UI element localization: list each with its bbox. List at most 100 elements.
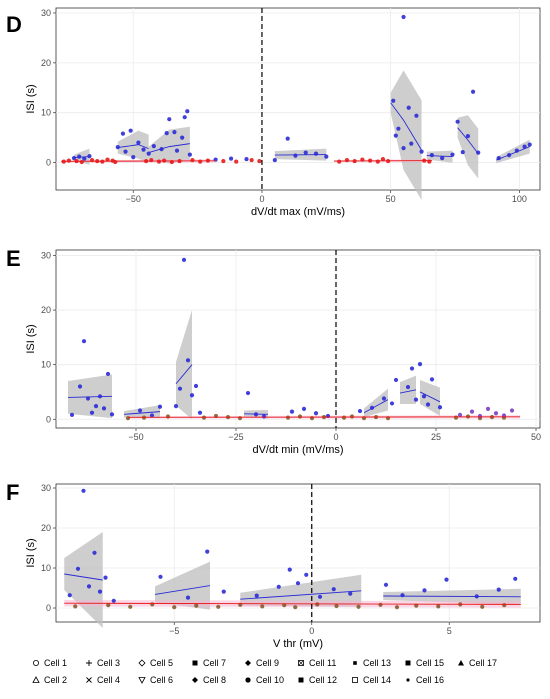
data-point — [105, 157, 110, 162]
data-point — [82, 156, 87, 161]
panel-F: −5 0 5 0 10 20 30 F V thr (mV) ISI (s) — [6, 480, 541, 650]
data-point — [158, 574, 163, 579]
data-point — [324, 154, 329, 159]
data-point — [156, 159, 162, 164]
legend-item: Cell 14 — [352, 675, 391, 685]
data-point — [165, 414, 171, 419]
legend-item: Cell 3 — [86, 658, 120, 668]
data-point — [509, 408, 515, 413]
x-tick-label: −25 — [228, 432, 243, 442]
data-point — [93, 404, 99, 409]
legend-item: Cell 13 — [353, 658, 391, 668]
legend-label: Cell 10 — [256, 675, 284, 685]
x-tick-label: 0 — [309, 626, 314, 636]
y-axis-label: ISI (s) — [25, 324, 37, 353]
data-point — [440, 155, 445, 161]
legend-marker — [138, 677, 146, 684]
x-tick-label: 25 — [431, 432, 441, 442]
data-point — [97, 589, 103, 594]
data-point — [425, 402, 431, 407]
x-tick-label: 0 — [259, 194, 264, 204]
data-point — [285, 136, 290, 141]
data-point — [496, 587, 501, 592]
legend-marker — [352, 677, 358, 683]
panel-D: −50 0 50 100 0 10 20 30 DdV/dt max (mV/ms) ISI (s… — [6, 7, 541, 218]
data-point — [405, 384, 411, 390]
data-point — [429, 377, 435, 382]
data-point — [295, 581, 301, 586]
legend-label: Cell 1 — [44, 658, 67, 668]
data-point — [81, 488, 86, 493]
data-point — [409, 366, 415, 371]
y-tick-label: 20 — [41, 305, 51, 315]
data-point — [194, 603, 199, 608]
legend-item: Cell 15 — [405, 658, 444, 668]
x-tick-label: −50 — [128, 432, 143, 442]
legend-marker — [353, 661, 357, 665]
legend-marker — [298, 660, 304, 666]
data-point — [128, 128, 133, 133]
data-point — [493, 411, 499, 416]
data-point — [172, 605, 177, 610]
fit-line — [123, 411, 161, 415]
data-point — [297, 414, 303, 419]
confidence-band — [364, 388, 388, 418]
data-point — [105, 371, 111, 377]
fit-line — [363, 399, 389, 414]
legend-marker — [86, 677, 92, 683]
panel-letter: F — [6, 480, 19, 505]
fit-line — [64, 602, 521, 605]
data-point — [182, 115, 187, 120]
legend-item: Cell 1 — [33, 658, 67, 668]
data-point — [313, 411, 319, 416]
data-point — [189, 393, 195, 398]
legend-item: Cell 5 — [138, 658, 173, 668]
data-point — [315, 602, 320, 607]
data-point — [455, 119, 460, 124]
data-point — [444, 577, 449, 582]
data-point — [317, 594, 323, 599]
legend-label: Cell 7 — [203, 658, 226, 668]
data-point — [285, 415, 291, 420]
data-point — [393, 377, 399, 383]
data-point — [400, 593, 405, 598]
data-point — [109, 412, 115, 417]
legend-label: Cell 4 — [97, 675, 120, 685]
legend-label: Cell 9 — [256, 658, 279, 668]
data-point — [125, 416, 131, 421]
data-point — [86, 584, 92, 589]
panel-letter: D — [6, 12, 22, 37]
data-point — [137, 408, 143, 413]
data-point — [257, 158, 262, 164]
panel-E: −50 −25 0 25 50 0 10 20 30 EdV/dt min (mV/ms) ISI … — [6, 246, 541, 456]
y-tick-label: 10 — [41, 360, 51, 370]
confidence-band — [496, 139, 530, 164]
data-point — [401, 146, 406, 151]
data-point — [261, 414, 267, 419]
legend-item: Cell 11 — [298, 658, 336, 668]
data-point — [149, 413, 155, 418]
x-tick-label: 50 — [386, 194, 396, 204]
data-point — [357, 408, 363, 414]
legend-item: Cell 17 — [458, 658, 497, 668]
y-tick-label: 30 — [41, 483, 51, 493]
fit-line — [243, 413, 269, 415]
data-point — [485, 406, 491, 411]
data-point — [406, 105, 411, 110]
data-point — [303, 150, 308, 155]
legend-label: Cell 6 — [150, 675, 173, 685]
confidence-band — [155, 561, 210, 610]
data-point — [356, 604, 361, 609]
y-tick-label: 0 — [46, 414, 51, 424]
data-point — [66, 158, 71, 163]
x-tick-label: 100 — [512, 194, 527, 204]
data-point — [421, 394, 427, 399]
fit-line — [419, 391, 441, 403]
data-point — [115, 145, 120, 150]
plot-area — [55, 249, 541, 429]
data-point — [181, 257, 187, 262]
fit-line — [383, 595, 521, 598]
data-point — [470, 89, 476, 94]
data-point — [198, 159, 203, 164]
data-point — [429, 152, 434, 158]
